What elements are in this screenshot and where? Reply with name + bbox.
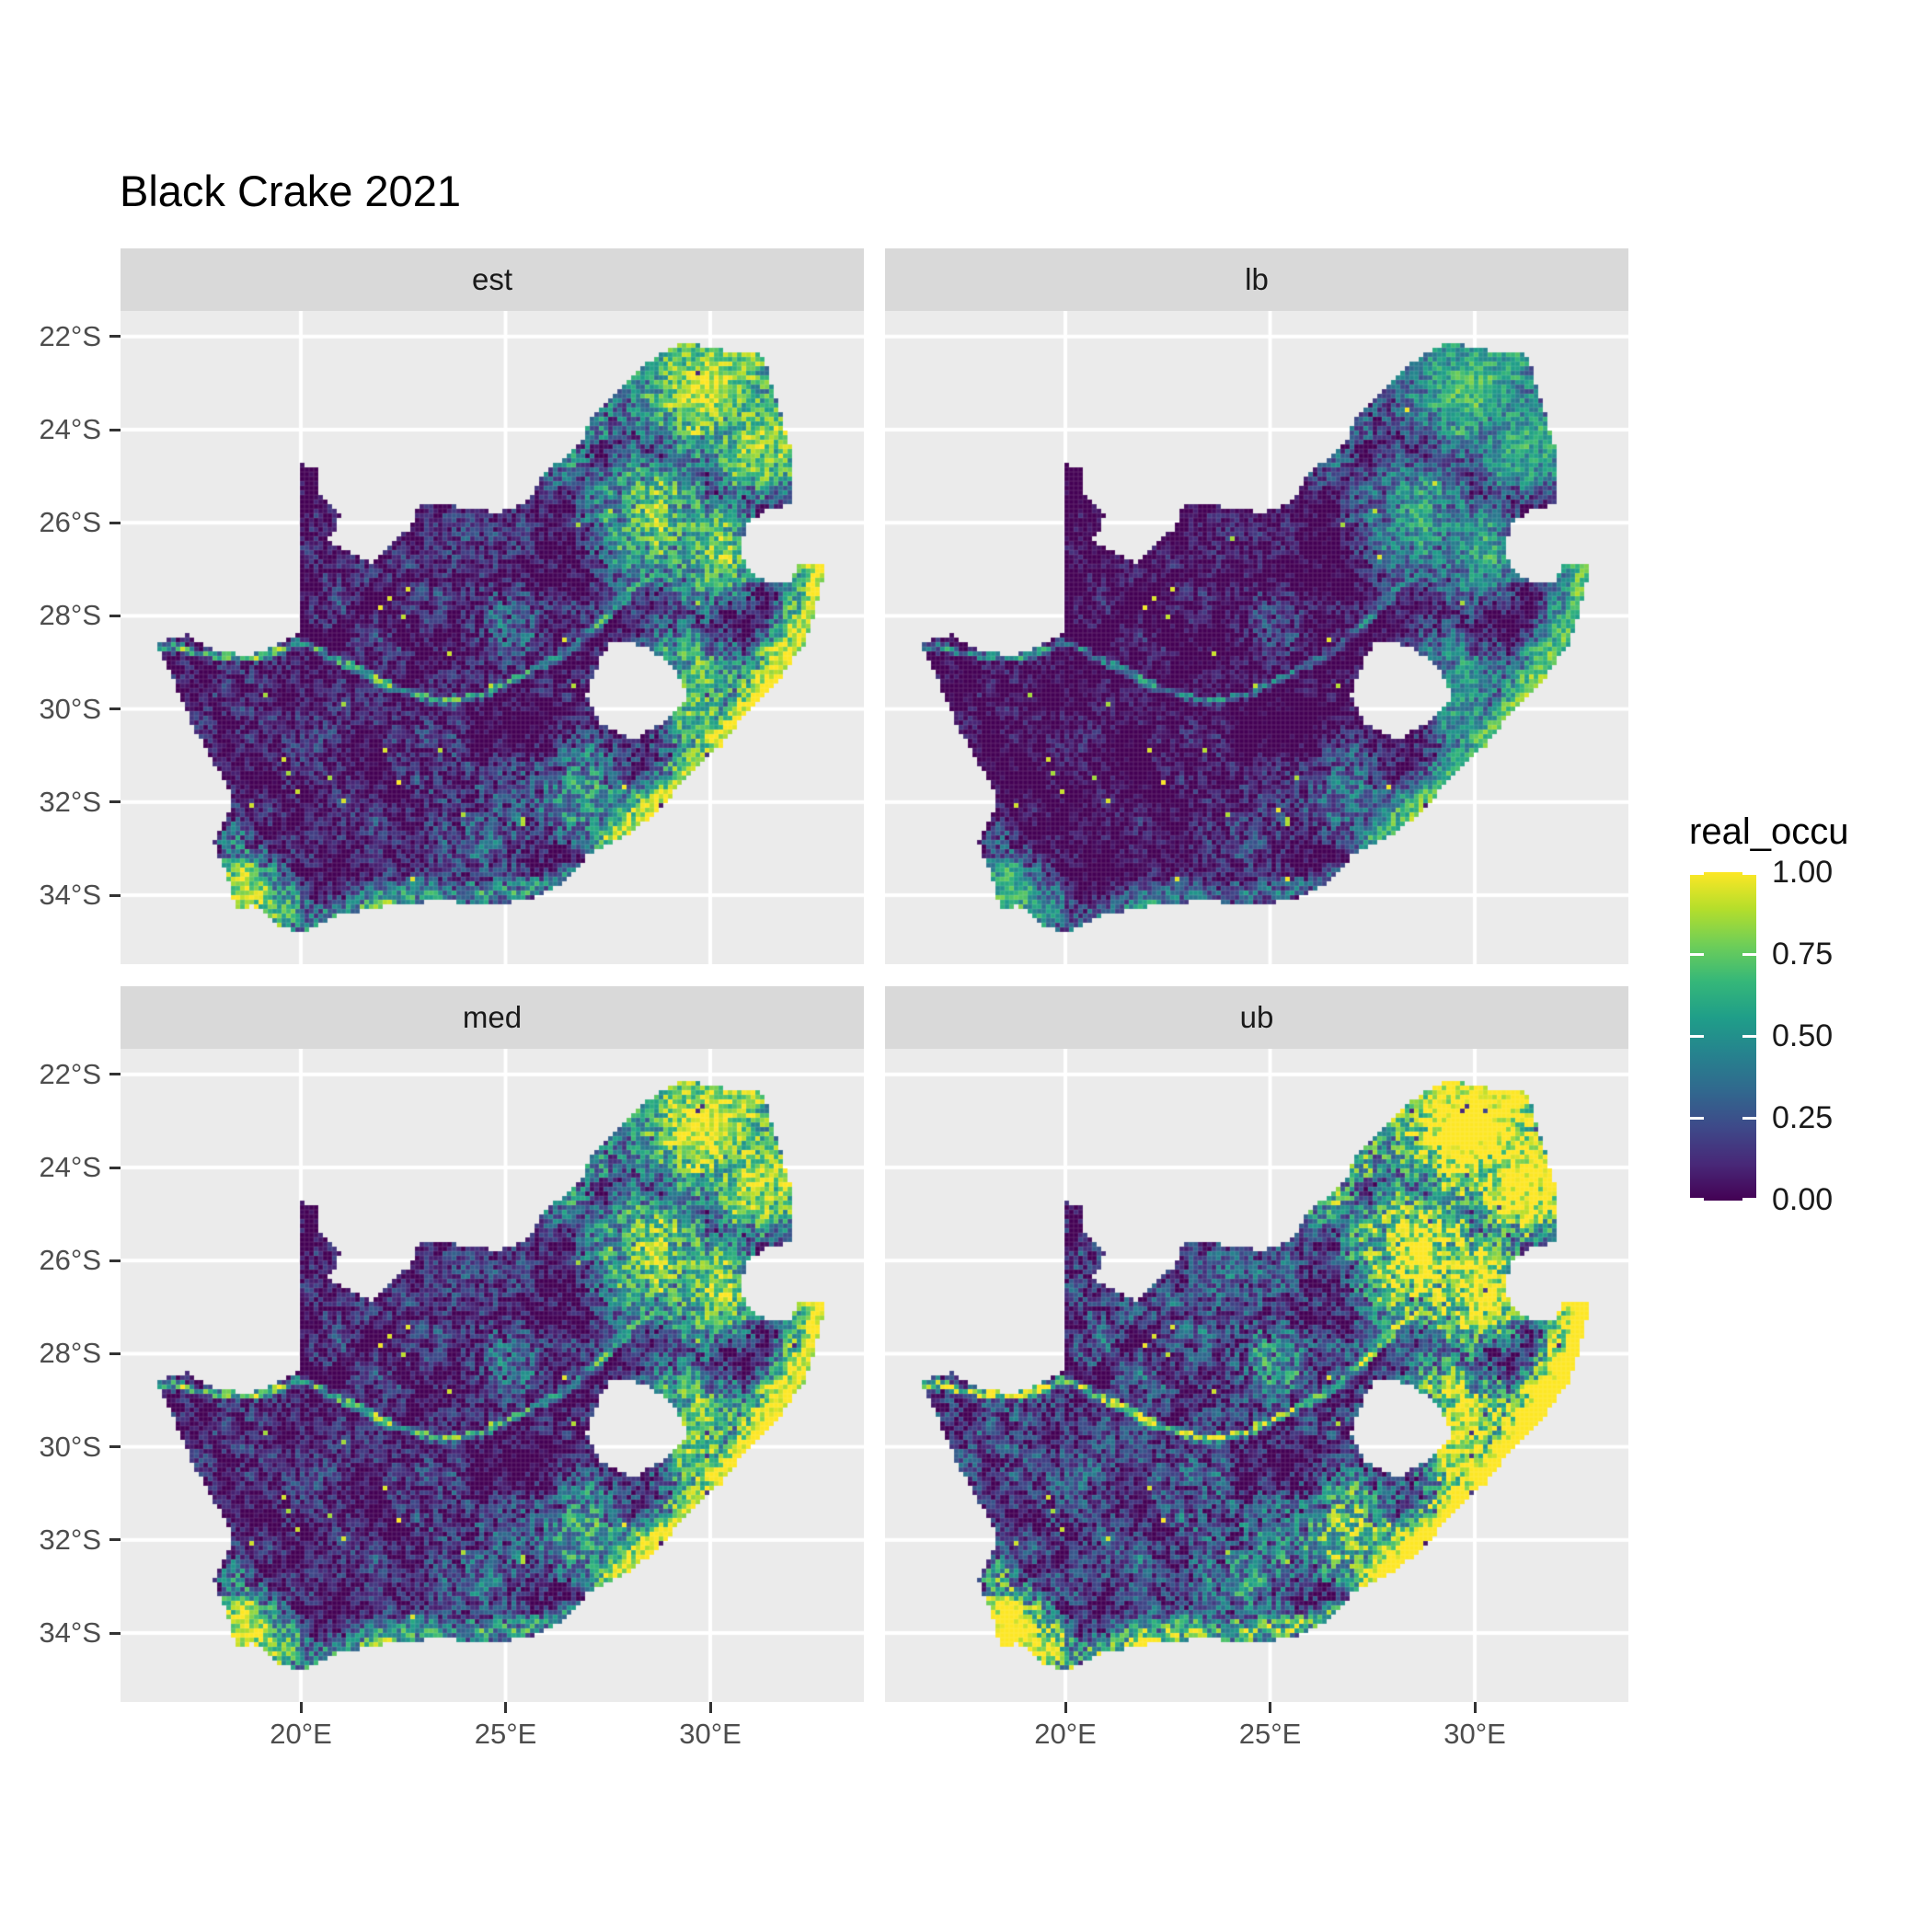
y-axis-tick-label: 32°S	[39, 1523, 101, 1556]
y-axis-tick-label: 28°S	[39, 1337, 101, 1370]
y-axis-tick-label: 26°S	[39, 506, 101, 539]
y-axis-tick-label: 34°S	[39, 879, 101, 912]
map-canvas-med	[121, 1049, 864, 1702]
facet-strip-lb: lb	[885, 248, 1628, 311]
legend-title: real_occu	[1689, 811, 1849, 852]
y-axis-tick	[109, 707, 121, 711]
y-axis-tick-label: 24°S	[39, 413, 101, 446]
legend-colorbar	[1690, 872, 1756, 1201]
y-axis-tick	[109, 1631, 121, 1635]
legend-colorbar-tick	[1742, 1035, 1756, 1038]
legend-colorbar-tick	[1742, 1117, 1756, 1121]
y-axis-tick	[109, 428, 121, 431]
x-axis-tick-label: 30°E	[1443, 1718, 1506, 1750]
legend-colorbar-tick	[1742, 872, 1756, 875]
x-axis-tick	[299, 1702, 303, 1713]
legend-tick-label: 0.75	[1772, 937, 1834, 972]
legend-colorbar-tick	[1690, 1035, 1704, 1038]
y-axis-tick	[109, 1538, 121, 1542]
facet-strip-label: lb	[1245, 262, 1269, 296]
y-axis-tick-label: 30°S	[39, 692, 101, 725]
facet-strip-label: est	[471, 262, 513, 296]
y-axis-tick-label: 34°S	[39, 1616, 101, 1650]
facet-strip-ub: ub	[885, 986, 1628, 1049]
x-axis-tick	[1473, 1702, 1477, 1713]
facet-strip-label: ub	[1239, 1000, 1274, 1034]
y-axis-tick	[109, 1445, 121, 1449]
y-axis-tick-label: 24°S	[39, 1151, 101, 1184]
y-axis-tick-label: 22°S	[39, 1057, 101, 1090]
facet-strip-label: med	[462, 1000, 523, 1034]
x-axis-tick	[1064, 1702, 1067, 1713]
legend-colorbar-tick	[1690, 1117, 1704, 1121]
x-axis-tick-label: 20°E	[270, 1718, 332, 1750]
y-axis-tick-label: 32°S	[39, 785, 101, 818]
y-axis-tick	[109, 335, 121, 339]
facet-strip-med: med	[121, 986, 864, 1049]
map-panel-lb	[885, 311, 1628, 964]
map-panel-est	[121, 311, 864, 964]
y-axis-tick	[109, 1259, 121, 1262]
legend-colorbar-tick	[1690, 1198, 1704, 1201]
map-panel-med	[121, 1049, 864, 1702]
x-axis-tick	[708, 1702, 712, 1713]
y-axis-tick-label: 26°S	[39, 1244, 101, 1277]
x-axis-tick-label: 20°E	[1034, 1718, 1097, 1750]
legend-tick-label: 0.50	[1772, 1018, 1834, 1053]
x-axis-tick	[1269, 1702, 1272, 1713]
y-axis-tick	[109, 800, 121, 804]
y-axis-tick	[109, 614, 121, 617]
legend-tick-label: 1.00	[1772, 855, 1834, 890]
legend-colorbar-tick	[1742, 952, 1756, 956]
map-panel-ub	[885, 1049, 1628, 1702]
legend-tick-label: 0.25	[1772, 1100, 1834, 1135]
legend-colorbar-tick	[1690, 872, 1704, 875]
x-axis-tick-label: 25°E	[1238, 1718, 1302, 1750]
map-canvas-lb	[885, 311, 1628, 964]
x-axis-tick	[504, 1702, 508, 1713]
x-axis-tick-label: 30°E	[679, 1718, 742, 1750]
y-axis-tick-label: 28°S	[39, 599, 101, 632]
y-axis-tick	[109, 521, 121, 524]
plot-title: Black Crake 2021	[120, 167, 461, 215]
y-axis-tick-label: 30°S	[39, 1430, 101, 1463]
map-canvas-est	[121, 311, 864, 964]
x-axis-tick-label: 25°E	[474, 1718, 537, 1750]
y-axis-tick	[109, 1073, 121, 1076]
legend-tick-label: 0.00	[1772, 1182, 1834, 1217]
y-axis-tick	[109, 1351, 121, 1355]
y-axis-tick	[109, 1166, 121, 1169]
map-canvas-ub	[885, 1049, 1628, 1702]
facet-strip-est: est	[121, 248, 864, 311]
y-axis-tick-label: 22°S	[39, 319, 101, 352]
y-axis-tick	[109, 893, 121, 897]
legend-colorbar-tick	[1690, 952, 1704, 956]
legend-colorbar-tick	[1742, 1198, 1756, 1201]
